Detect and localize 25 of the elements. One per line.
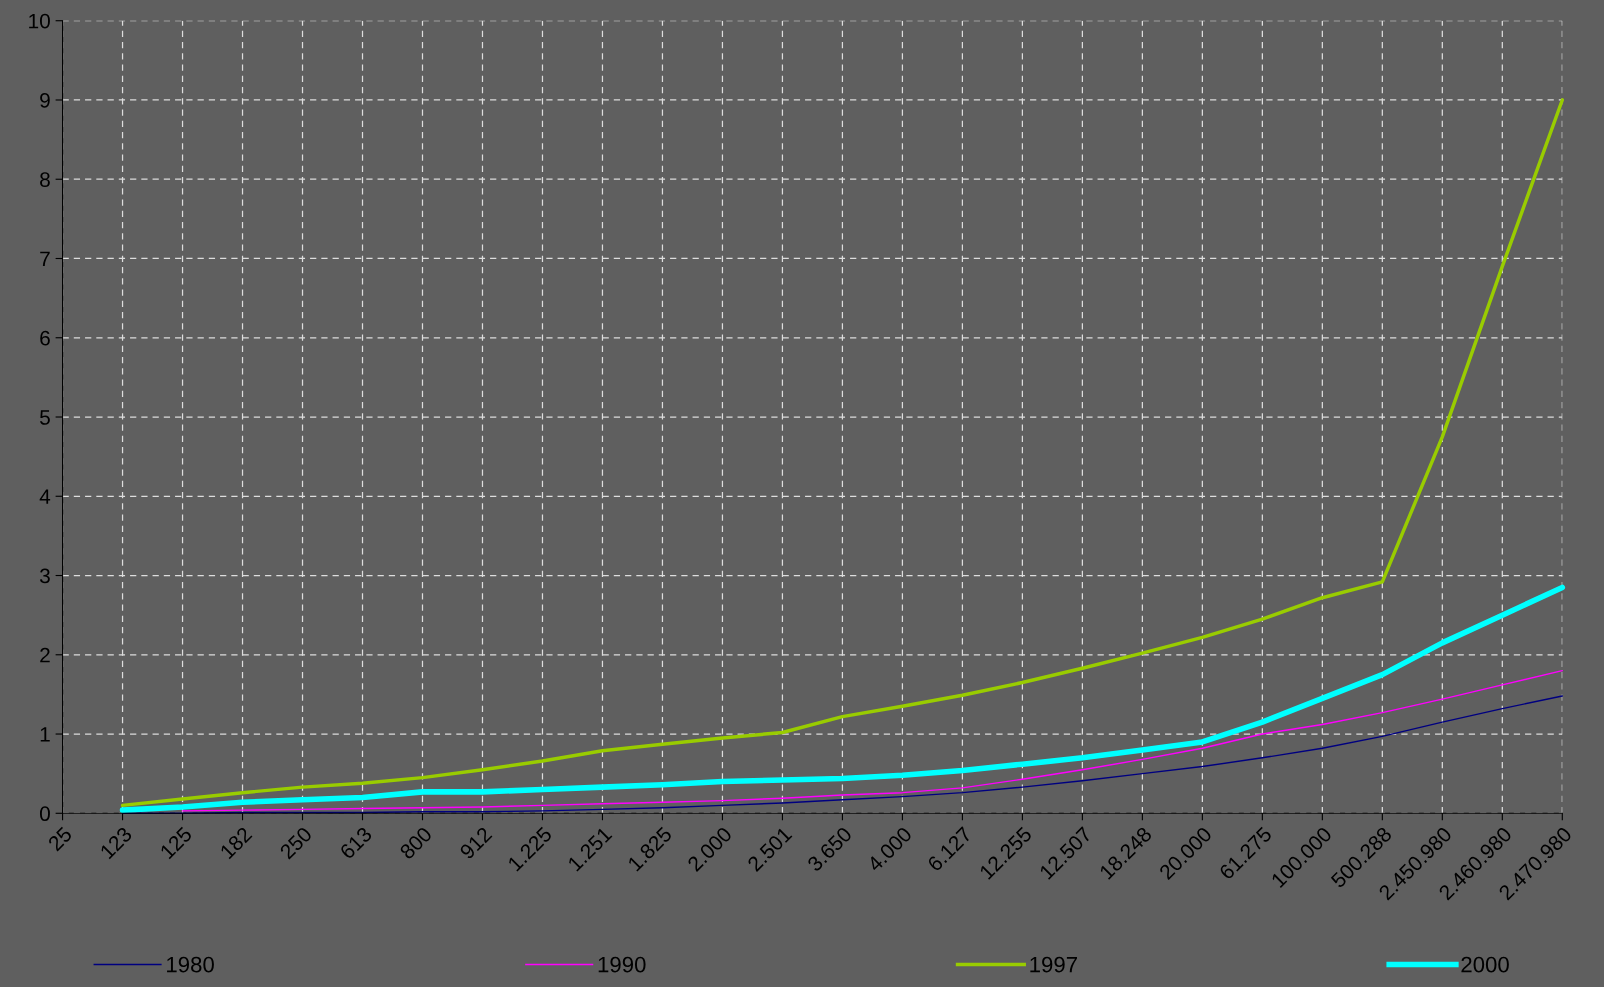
y-tick-label: 0 [39,806,50,822]
x-tick-label: 182 [219,826,253,860]
y-tick-label: 2 [40,647,50,663]
y-tick-label: 7 [40,251,50,267]
x-tick-label: 125 [159,826,193,860]
line-series [120,98,1565,808]
y-tick-label: 5 [40,410,50,425]
y-tick-label: 4 [39,489,51,504]
line-series [181,669,1563,812]
legend-label: 1997 [1030,956,1077,973]
y-tick-label: 3 [39,568,50,584]
x-tick-label: 800 [398,826,433,860]
x-tick-label: 25 [47,826,73,852]
y-tick-label: 9 [40,92,50,108]
x-tick-label: 123 [99,826,133,860]
y-tick-label: 6 [40,330,50,346]
x-tick-label: 613 [339,826,373,860]
y-tick-label: 1 [40,727,50,742]
x-tick-label: 250 [279,826,313,860]
legend-label: 1980 [167,956,214,973]
x-tick-label: 912 [458,826,493,860]
y-tick-label: 8 [40,172,50,187]
legend-label: 1990 [598,956,646,973]
legend-label: 2000 [1461,956,1509,973]
y-tick-label: 10 [29,13,50,29]
